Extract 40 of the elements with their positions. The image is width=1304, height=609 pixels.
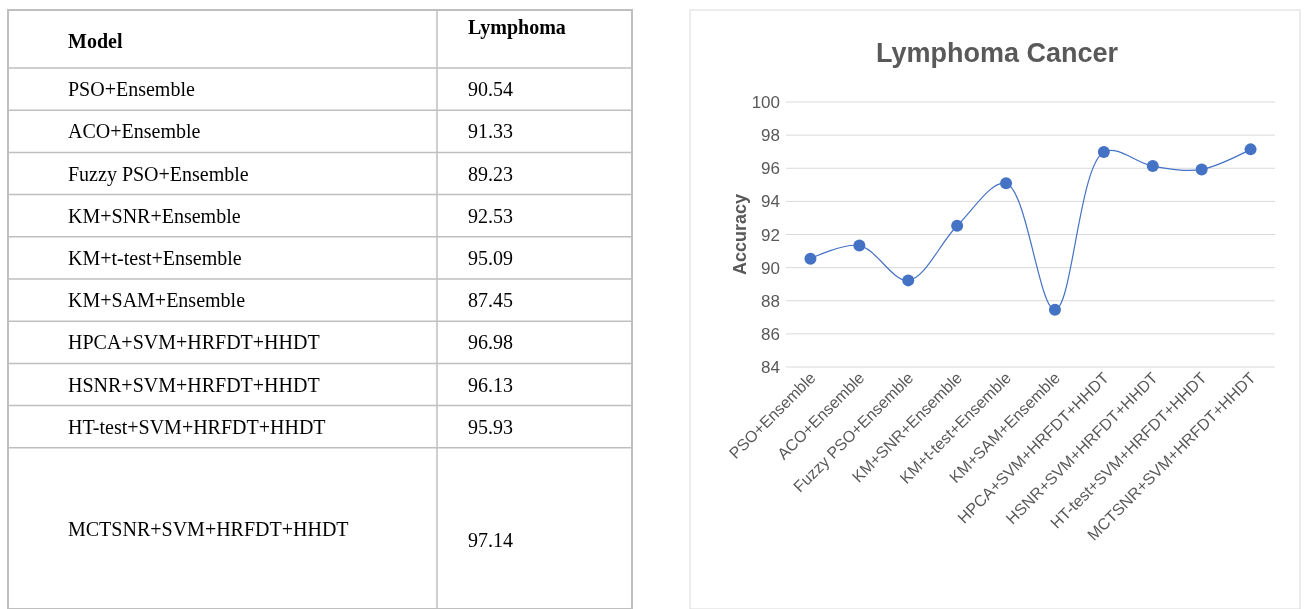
- y-tick-label: 94: [761, 192, 780, 212]
- data-label: 95.93: [468, 415, 513, 438]
- data-label: 92.53: [468, 204, 513, 227]
- text: Model: [68, 30, 123, 52]
- data-label: 96.98: [468, 331, 513, 354]
- point: [804, 252, 817, 265]
- point: [1146, 160, 1159, 173]
- y-axis-title: Accuracy: [730, 193, 750, 276]
- point: [902, 274, 915, 287]
- point: [1097, 146, 1110, 159]
- category-label: KM+SAM+Ensemble: [68, 289, 246, 312]
- data-label: 89.23: [468, 162, 513, 185]
- category-label: ACO+Ensemble: [68, 120, 201, 143]
- y-tick-label: 86: [761, 324, 780, 344]
- data-label: 91.33: [468, 120, 513, 143]
- data-label: 87.45: [468, 289, 513, 312]
- category-label: KM+t-test+Ensemble: [68, 246, 242, 269]
- y-tick-label: 98: [761, 126, 780, 146]
- y-tick-label: 92: [761, 225, 780, 245]
- y-tick-label: 90: [761, 258, 780, 278]
- category-label: Fuzzy PSO+Ensemble: [68, 162, 249, 186]
- point: [951, 219, 964, 232]
- data-label: 90.54: [468, 78, 513, 101]
- text: Lymphoma: [468, 16, 566, 39]
- point: [1000, 177, 1013, 190]
- data-label: 95.09: [468, 246, 513, 269]
- chart-title: Lymphoma Cancer: [875, 38, 1119, 68]
- y-tick-label: 84: [761, 358, 780, 377]
- category-label: KM+SNR+Ensemble: [68, 204, 241, 227]
- y-tick-label: 96: [761, 159, 780, 179]
- point: [1195, 163, 1208, 176]
- point: [853, 239, 866, 252]
- y-tick-label: 100: [751, 93, 780, 112]
- y-tick-label: 88: [761, 291, 780, 311]
- data-label: 96.13: [468, 373, 513, 396]
- point: [1244, 143, 1257, 156]
- category-label: HPCA+SVM+HRFDT+HHDT: [68, 331, 320, 354]
- data-label: 97.14: [468, 528, 513, 551]
- category-label: PSO+Ensemble: [68, 78, 195, 101]
- point: [1048, 303, 1061, 316]
